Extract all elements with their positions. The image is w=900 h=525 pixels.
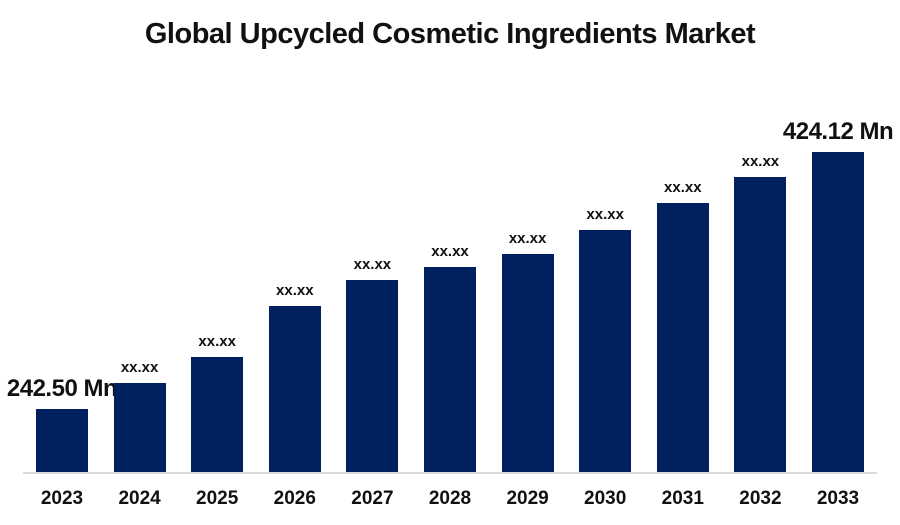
bar-2028: xx.xx: [424, 244, 476, 472]
x-axis-line: [23, 472, 877, 474]
bar-2025: xx.xx: [191, 334, 244, 472]
x-axis-tick-label-2033: 2033: [816, 488, 860, 509]
bar-value-label-2030: xx.xx: [586, 206, 624, 223]
bar-value-label-2031: xx.xx: [664, 179, 702, 196]
x-axis-tick-label-2025: 2025: [196, 488, 239, 509]
bar-value-label-2026: xx.xx: [276, 282, 314, 299]
x-axis-tick-label-2024: 2024: [118, 488, 161, 509]
bars-layer: 242.50 Mn xx.xx xx.xx xx.xx xx.xx xx.xx xx.xx x…: [7, 0, 894, 472]
bar-2024: xx.xx: [113, 360, 166, 472]
x-axis-tick-label-2023: 2023: [40, 488, 84, 509]
x-axis-tick-label-2032: 2032: [739, 488, 782, 509]
bar-value-label-2023: 242.50 Mn: [6, 375, 118, 402]
x-axis-tick-label-2027: 2027: [351, 488, 394, 509]
x-axis-tick-label-2030: 2030: [584, 488, 627, 509]
bar-2023: 242.50 Mn: [7, 377, 118, 472]
bar-value-label-2028: xx.xx: [431, 243, 469, 260]
bar-2032: xx.xx: [734, 154, 787, 472]
plot-area: 242.50 Mn xx.xx xx.xx xx.xx xx.xx xx.xx xx.xx x…: [7, 0, 894, 525]
bar-value-label-2033: 424.12 Mn: [782, 118, 894, 145]
bar-2031: xx.xx: [656, 180, 709, 472]
chart-title: Global Upcycled Cosmetic Ingredients Mar…: [144, 18, 756, 50]
bar-value-label-2027: xx.xx: [353, 256, 392, 273]
bar-2033: 424.12 Mn: [783, 120, 894, 472]
x-axis-tick-label-2028: 2028: [428, 488, 472, 509]
bar-2026: xx.xx: [268, 283, 321, 472]
x-axis-tick-label-2026: 2026: [273, 488, 316, 509]
bar-value-label-2032: xx.xx: [741, 153, 780, 170]
x-axis-tick-label-2031: 2031: [661, 488, 704, 509]
bar-value-label-2024: xx.xx: [120, 359, 159, 376]
bar-2027: xx.xx: [346, 257, 399, 472]
bar-2030: xx.xx: [579, 207, 632, 472]
bar-value-label-2025: xx.xx: [198, 333, 236, 350]
bar-value-label-2029: xx.xx: [508, 230, 547, 247]
bar-2029: xx.xx: [501, 231, 554, 472]
x-axis-tick-label-2029: 2029: [506, 488, 549, 509]
